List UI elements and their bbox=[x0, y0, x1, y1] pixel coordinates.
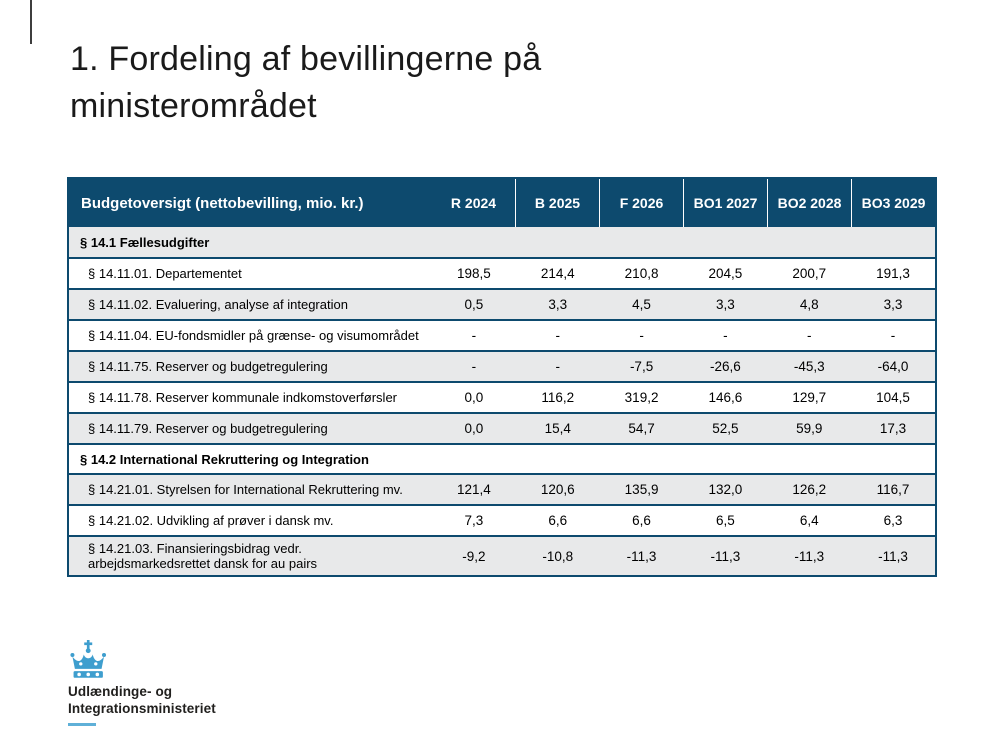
table-row: § 14.11.01. Departementet 198,5 214,4 210,8… bbox=[69, 257, 935, 288]
cell-value: -11,3 bbox=[794, 548, 825, 564]
row-label: § 14.11.78. Reserver kommunale indkomsto… bbox=[88, 390, 397, 405]
cell-value: 3,3 bbox=[548, 297, 568, 312]
cell-value: - bbox=[555, 328, 560, 343]
cell-value: - bbox=[890, 328, 896, 343]
cell-value: -7,5 bbox=[629, 359, 654, 374]
cell-value: -10,8 bbox=[542, 548, 574, 564]
cell-value: -9,2 bbox=[462, 548, 486, 564]
table-row: § 14.11.02. Evaluering, analyse af integ… bbox=[69, 288, 935, 319]
cell-value: 116,7 bbox=[876, 482, 910, 497]
cell-value: 126,2 bbox=[792, 482, 827, 497]
table-row: § 14.11.79. Reserver og budgetregulering… bbox=[69, 412, 935, 443]
cell-value: - bbox=[639, 328, 644, 343]
cell-value: - bbox=[471, 328, 477, 343]
row-label: § 14.11.02. Evaluering, analyse af integ… bbox=[88, 297, 348, 312]
table-row: § 14.21.01. Styrelsen for International … bbox=[69, 473, 935, 504]
row-label: § 14.11.01. Departementet bbox=[88, 266, 242, 281]
row-label: § 14.11.79. Reserver og budgetregulering bbox=[88, 421, 328, 436]
ministry-logo-block: Udlændinge- og Integrationsministeriet bbox=[68, 640, 216, 726]
cell-value: 7,3 bbox=[464, 513, 484, 528]
table-row: § 14.21.03. Finansieringsbidrag vedr. ar… bbox=[69, 535, 935, 575]
table-row: § 14.11.04. EU-fondsmidler på grænse- og… bbox=[69, 319, 935, 350]
ministry-name-line2: Integrationsministeriet bbox=[68, 701, 216, 716]
cell-value: 204,5 bbox=[708, 266, 743, 281]
row-label: § 14.11.75. Reserver og budgetregulering bbox=[88, 359, 328, 374]
cell-value: - bbox=[555, 359, 560, 374]
table-body: § 14.1 Fællesudgifter § 14.11.01. Departe… bbox=[69, 227, 935, 575]
section-label: § 14.1 Fællesudgifter bbox=[80, 234, 210, 250]
cell-value: 6,6 bbox=[632, 513, 651, 528]
cell-value: -45,3 bbox=[793, 359, 825, 374]
cell-value: 319,2 bbox=[624, 390, 659, 405]
cell-value: 6,6 bbox=[548, 513, 568, 528]
cell-value: 0,5 bbox=[464, 297, 484, 312]
cell-value: 4,5 bbox=[632, 297, 651, 312]
cell-value: 6,3 bbox=[883, 513, 903, 528]
cell-value: 3,3 bbox=[716, 297, 735, 312]
cell-value: 59,9 bbox=[796, 421, 823, 436]
table-row: § 14.11.75. Reserver og budgetregulering… bbox=[69, 350, 935, 381]
cell-value: 17,3 bbox=[879, 421, 907, 436]
column-header: BO2 2028 bbox=[767, 179, 851, 227]
cell-value: 198,5 bbox=[457, 266, 491, 281]
cell-value: 191,3 bbox=[876, 266, 910, 281]
column-header: F 2026 bbox=[599, 179, 683, 227]
section-row: § 14.2 International Rekruttering og Int… bbox=[69, 443, 935, 473]
cell-value: 200,7 bbox=[792, 266, 827, 281]
column-header: BO1 2027 bbox=[683, 179, 767, 227]
cell-value: 214,4 bbox=[540, 266, 575, 281]
ministry-name: Udlændinge- og Integrationsministeriet bbox=[68, 683, 216, 717]
cell-value: 52,5 bbox=[712, 421, 739, 436]
cell-value: 0,0 bbox=[464, 421, 484, 436]
slide-edge-mark bbox=[30, 0, 32, 44]
cell-value: 15,4 bbox=[544, 421, 571, 436]
section-row: § 14.1 Fællesudgifter bbox=[69, 227, 935, 257]
cell-value: 129,7 bbox=[792, 390, 827, 405]
cell-value: -11,3 bbox=[710, 548, 741, 564]
column-header: R 2024 bbox=[450, 195, 497, 211]
cell-value: - bbox=[471, 359, 477, 374]
section-label: § 14.2 International Rekruttering og Int… bbox=[80, 451, 369, 467]
cell-value: 146,6 bbox=[708, 390, 743, 405]
logo-underline bbox=[68, 723, 96, 726]
column-header: BO3 2029 bbox=[851, 179, 935, 227]
ministry-name-line1: Udlændinge- og bbox=[68, 684, 173, 699]
page-title: 1. Fordeling af bevillingerne på minister… bbox=[70, 36, 541, 130]
cell-value: 0,0 bbox=[464, 390, 484, 405]
cell-value: -11,3 bbox=[626, 548, 657, 564]
cell-value: -26,6 bbox=[710, 359, 741, 374]
column-header: B 2025 bbox=[515, 179, 599, 227]
crown-icon bbox=[70, 640, 106, 678]
cell-value: 116,2 bbox=[541, 390, 575, 405]
cell-value: 3,3 bbox=[883, 297, 903, 312]
cell-value: 120,6 bbox=[540, 482, 575, 497]
cell-value: 54,7 bbox=[628, 421, 655, 436]
row-label: § 14.21.03. Finansieringsbidrag vedr. ar… bbox=[88, 541, 318, 571]
table-row: § 14.21.02. Udvikling af prøver i dansk … bbox=[69, 504, 935, 535]
cell-value: - bbox=[806, 328, 812, 343]
table-header-row: Budgetoversigt (nettobevilling, mio. kr.… bbox=[69, 179, 935, 227]
cell-value: 132,0 bbox=[708, 482, 743, 497]
page-title-line1: 1. Fordeling af bevillingerne på bbox=[70, 40, 542, 78]
cell-value: 6,4 bbox=[799, 513, 819, 528]
cell-value: - bbox=[723, 328, 728, 343]
cell-value: 210,8 bbox=[624, 266, 659, 281]
table-row: § 14.11.78. Reserver kommunale indkomsto… bbox=[69, 381, 935, 412]
budget-table: Budgetoversigt (nettobevilling, mio. kr.… bbox=[67, 177, 937, 577]
cell-value: 104,5 bbox=[876, 390, 910, 405]
cell-value: -64,0 bbox=[877, 359, 909, 374]
cell-value: 4,8 bbox=[799, 297, 819, 312]
cell-value: 6,5 bbox=[716, 513, 735, 528]
row-label: § 14.21.01. Styrelsen for International … bbox=[88, 482, 403, 497]
cell-value: 135,9 bbox=[624, 482, 659, 497]
row-label: § 14.21.02. Udvikling af prøver i dansk … bbox=[88, 513, 334, 528]
cell-value: -11,3 bbox=[878, 548, 908, 564]
table-title: Budgetoversigt (nettobevilling, mio. kr.… bbox=[81, 194, 364, 212]
row-label: § 14.11.04. EU-fondsmidler på grænse- og… bbox=[88, 328, 419, 343]
cell-value: 121,4 bbox=[457, 482, 491, 497]
page-title-line2: ministerområdet bbox=[70, 87, 317, 125]
